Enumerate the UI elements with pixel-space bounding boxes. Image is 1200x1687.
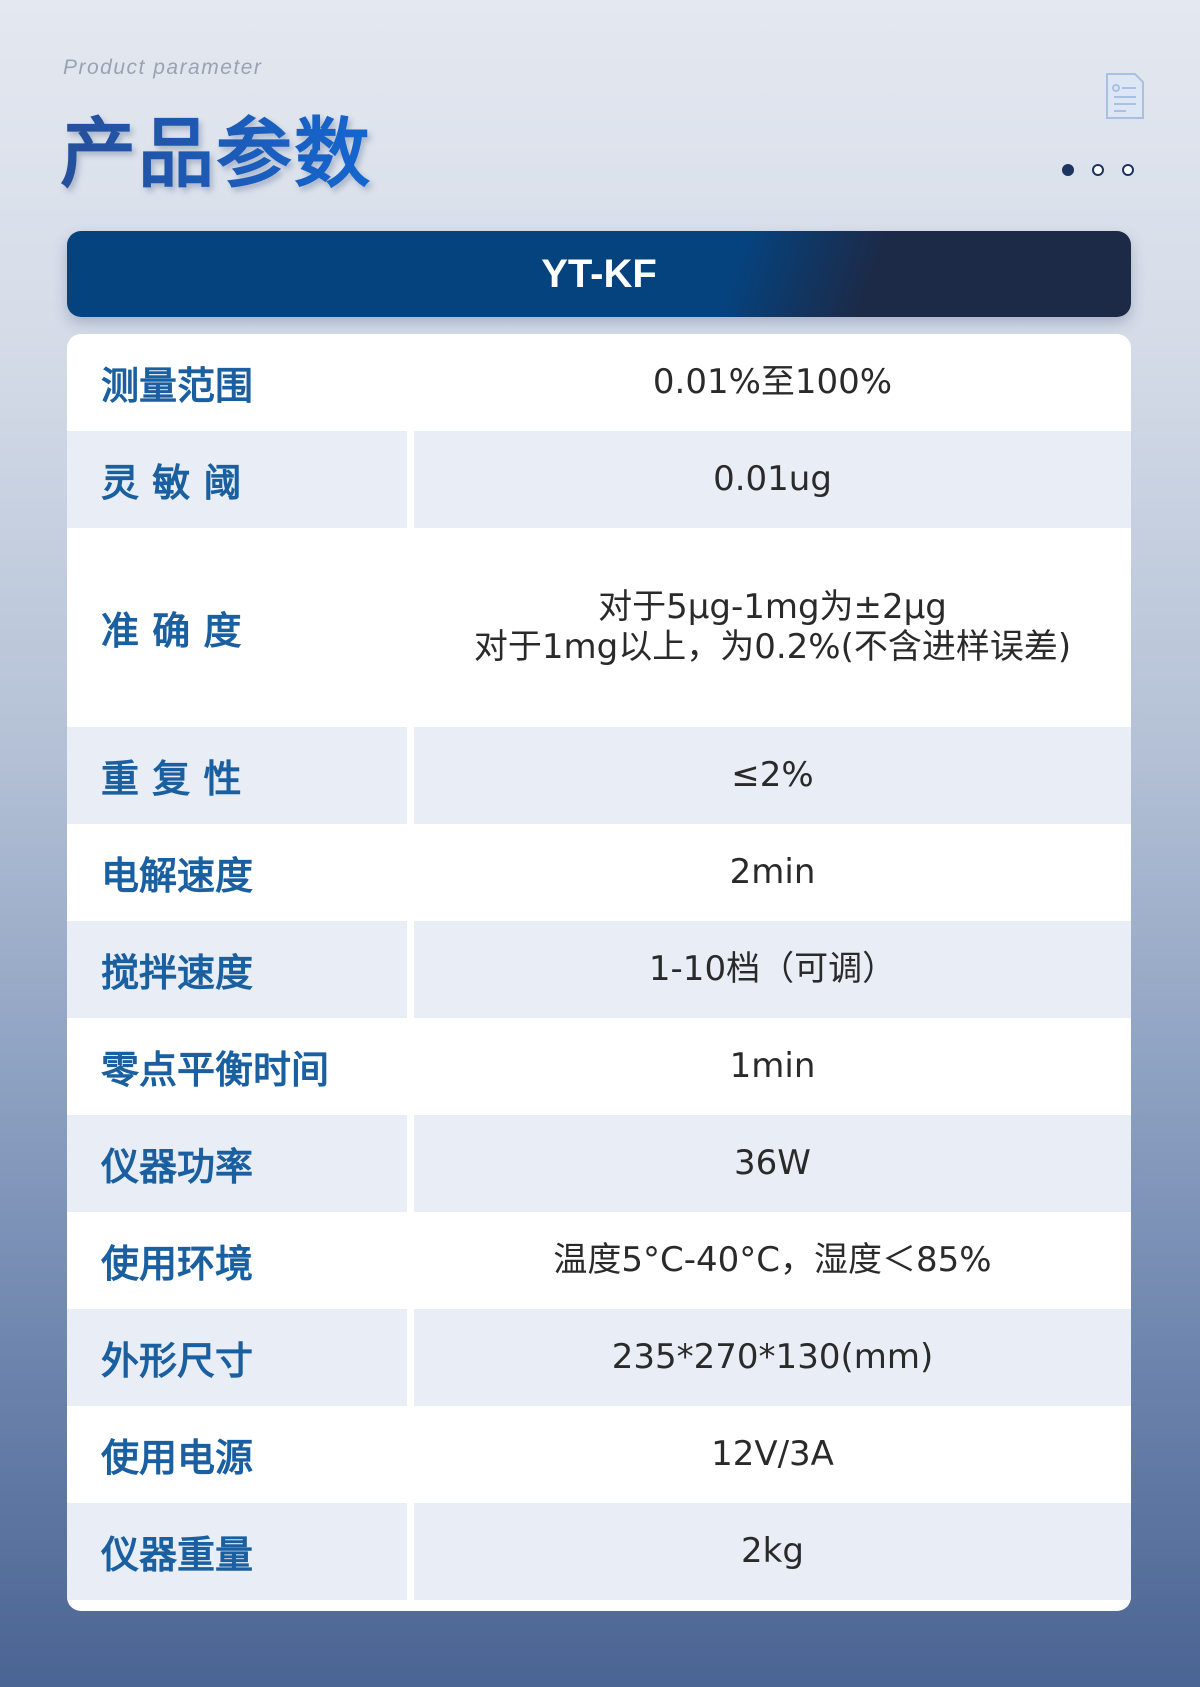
table-row: 电解速度 2min: [67, 824, 1131, 921]
param-value-line: 温度5°C-40°C，湿度＜85%: [553, 1239, 992, 1280]
param-value: 0.01ug: [414, 431, 1131, 528]
param-value: 12V/3A: [414, 1406, 1131, 1503]
param-label: 搅拌速度: [67, 921, 407, 1018]
param-value: 1min: [414, 1018, 1131, 1115]
table-row: 外形尺寸 235*270*130(mm): [67, 1309, 1131, 1406]
param-value-line: 12V/3A: [711, 1433, 834, 1474]
param-value: 235*270*130(mm): [414, 1309, 1131, 1406]
param-label: 测量范围: [101, 364, 254, 408]
param-value: 温度5°C-40°C，湿度＜85%: [414, 1212, 1131, 1309]
param-value-line: 2min: [729, 851, 816, 892]
param-value-line: 36W: [734, 1142, 811, 1183]
param-label: 仪器功率: [67, 1115, 407, 1212]
param-value: 0.01%至100%: [414, 334, 1131, 431]
model-header: YT-KF: [67, 231, 1131, 317]
param-label: 电解速度: [101, 854, 254, 898]
param-value-line: 1min: [729, 1045, 816, 1086]
table-row: 使用环境 温度5°C-40°C，湿度＜85%: [67, 1212, 1131, 1309]
pagination-dot-2[interactable]: [1092, 164, 1104, 176]
param-value-line: 235*270*130(mm): [611, 1336, 934, 1377]
param-value: 1-10档（可调）: [414, 921, 1131, 1018]
document-icon: [1106, 73, 1144, 119]
param-value: 对于5μg-1mg为±2μg 对于1mg以上，为0.2%(不含进样误差): [414, 528, 1131, 727]
table-row: 准 确 度 对于5μg-1mg为±2μg 对于1mg以上，为0.2%(不含进样误差): [67, 528, 1131, 727]
pagination-dot-1[interactable]: [1062, 164, 1074, 176]
model-name: YT-KF: [541, 251, 657, 296]
param-value-line: 0.01ug: [713, 458, 832, 499]
table-row: 搅拌速度 1-10档（可调）: [67, 921, 1131, 1018]
param-label: 仪器重量: [67, 1503, 407, 1600]
param-value-line: 1-10档（可调）: [648, 948, 897, 989]
page-title: 产品参数: [60, 92, 372, 202]
pagination-dots: [1062, 164, 1134, 176]
table-row: 零点平衡时间 1min: [67, 1018, 1131, 1115]
param-value-line: 2kg: [741, 1530, 804, 1571]
param-value-line: 对于5μg-1mg为±2μg: [598, 587, 947, 628]
param-label: 重 复 性: [67, 727, 407, 824]
param-value-line: 对于1mg以上，为0.2%(不含进样误差): [473, 626, 1072, 667]
table-row: 仪器重量 2kg: [67, 1503, 1131, 1600]
param-label: 使用电源: [101, 1436, 254, 1480]
parameter-table: 测量范围 0.01%至100% 灵 敏 阈 0.01ug 准 确 度 对于5μg-1mg为…: [67, 334, 1131, 1611]
param-value: ≤2%: [414, 727, 1131, 824]
param-label: 灵 敏 阈: [67, 431, 407, 528]
table-row: 仪器功率 36W: [67, 1115, 1131, 1212]
table-row: 灵 敏 阈 0.01ug: [67, 431, 1131, 528]
page-subtitle: Product parameter: [63, 56, 263, 79]
param-label: 准 确 度: [101, 609, 242, 653]
param-label: 使用环境: [101, 1242, 254, 1286]
param-label: 零点平衡时间: [101, 1048, 330, 1092]
param-label: 外形尺寸: [67, 1309, 407, 1406]
table-row: 测量范围 0.01%至100%: [67, 334, 1131, 431]
table-row: 使用电源 12V/3A: [67, 1406, 1131, 1503]
param-value: 2kg: [414, 1503, 1131, 1600]
param-value: 36W: [414, 1115, 1131, 1212]
param-value: 2min: [414, 824, 1131, 921]
param-value-line: ≤2%: [731, 754, 814, 795]
table-row: 重 复 性 ≤2%: [67, 727, 1131, 824]
pagination-dot-3[interactable]: [1122, 164, 1134, 176]
param-value-line: 0.01%至100%: [652, 361, 893, 402]
